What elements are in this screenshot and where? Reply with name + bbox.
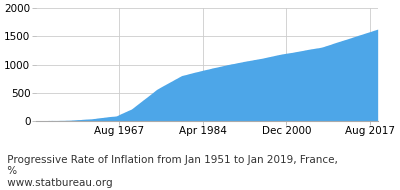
Text: Progressive Rate of Inflation from Jan 1951 to Jan 2019, France,
 %
 www.statbur: Progressive Rate of Inflation from Jan 1… — [4, 155, 338, 188]
